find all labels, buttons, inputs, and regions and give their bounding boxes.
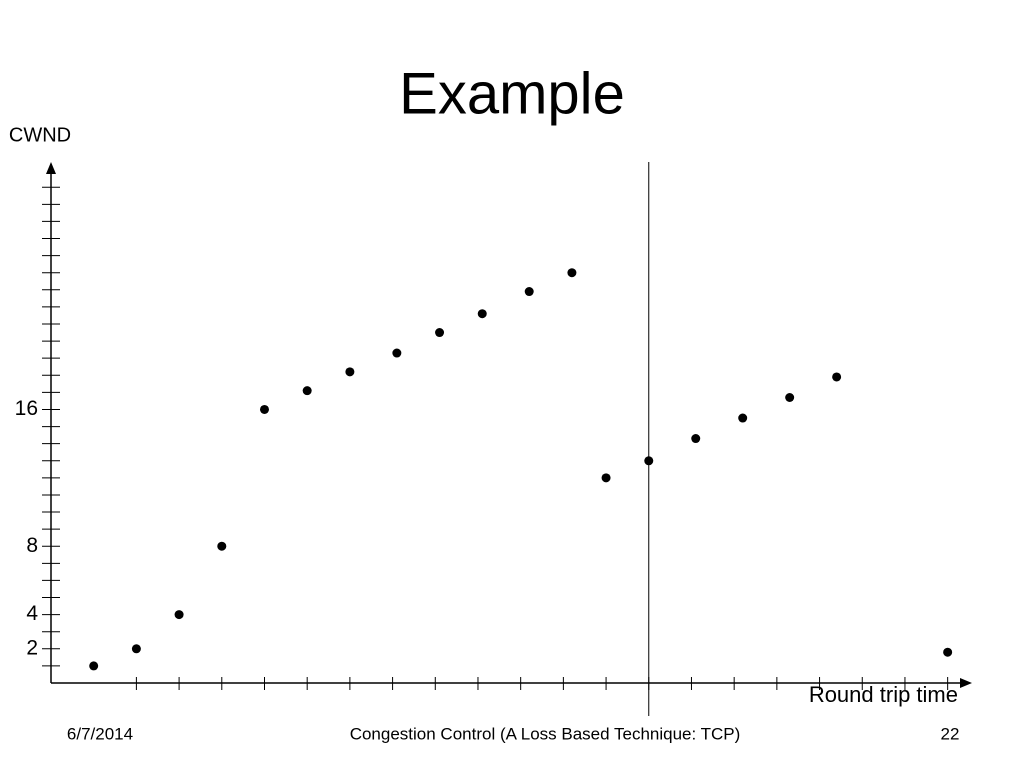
point — [217, 541, 227, 551]
y-tick-label: 4 — [26, 602, 38, 625]
point — [174, 610, 184, 620]
point — [738, 413, 748, 423]
point — [524, 287, 534, 297]
point — [89, 661, 99, 671]
point — [345, 367, 355, 377]
point — [644, 456, 654, 466]
y-axis-arrow — [46, 162, 56, 174]
footer-page: 22 — [941, 724, 960, 743]
y-tick-label: 8 — [26, 534, 38, 557]
point — [832, 372, 842, 382]
point — [302, 386, 312, 396]
point — [567, 268, 577, 278]
footer-date: 6/7/2014 — [67, 724, 133, 743]
x-axis-arrow — [960, 678, 972, 688]
point — [131, 644, 141, 654]
point — [601, 473, 611, 483]
point — [477, 309, 487, 319]
point — [392, 348, 402, 358]
point — [943, 647, 953, 657]
point — [259, 404, 269, 414]
y-tick-label: 16 — [15, 397, 38, 420]
point — [435, 328, 445, 338]
footer-title: Congestion Control (A Loss Based Techniq… — [350, 724, 741, 743]
chart-title: Example — [399, 61, 625, 126]
point — [785, 393, 795, 403]
x-axis-label: Round trip time — [809, 682, 958, 707]
y-tick-label: 2 — [26, 636, 38, 659]
point — [691, 434, 701, 444]
y-axis-label: CWND — [9, 124, 71, 146]
